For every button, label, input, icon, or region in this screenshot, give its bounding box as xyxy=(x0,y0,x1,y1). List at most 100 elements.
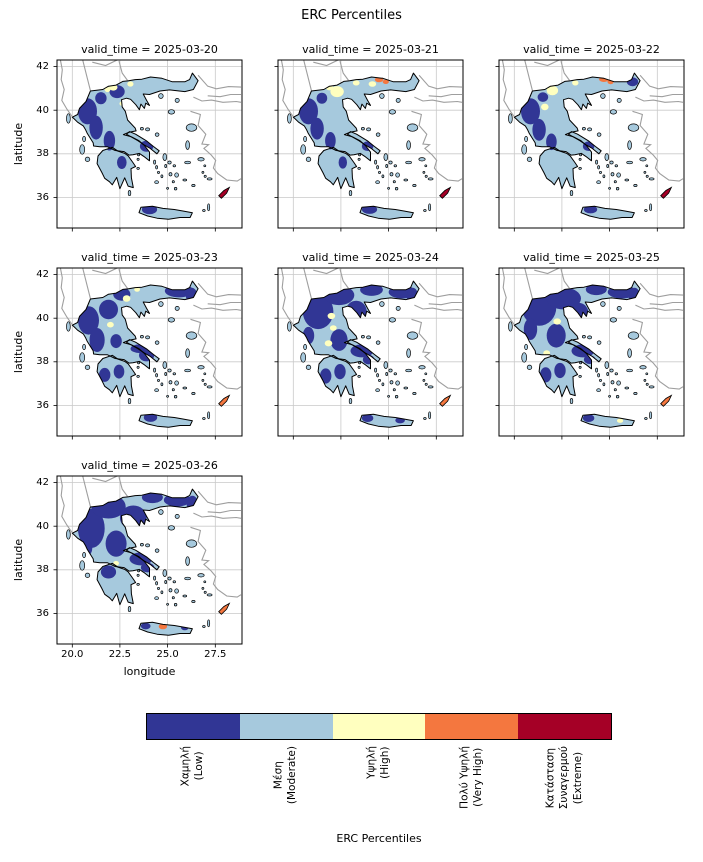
panel-title: valid_time = 2025-03-25 xyxy=(523,251,660,264)
panel-title: valid_time = 2025-03-21 xyxy=(302,43,439,56)
figure-title: ERC Percentiles xyxy=(301,8,402,23)
panel-frame xyxy=(277,267,464,437)
axis-ticks xyxy=(274,274,437,440)
colorbar-label-line: Κατάσταση xyxy=(544,747,557,808)
coastline xyxy=(71,280,199,428)
axis-ticks xyxy=(53,66,216,232)
colorbar-label-line: Συναγερμού xyxy=(558,746,571,810)
map-panel-2025-03-24: valid_time = 2025-03-24 xyxy=(274,251,464,440)
colorbar-label-line: (Very High) xyxy=(472,747,485,807)
colorbar-segment-high xyxy=(332,714,426,739)
y-tick-label: 38 xyxy=(36,148,49,160)
rhodes-island xyxy=(660,394,673,407)
panel-frame xyxy=(277,59,464,229)
colorbar-label-low: Χαμηλή (Low) xyxy=(179,746,206,786)
map-panel-2025-03-25: valid_time = 2025-03-25 xyxy=(495,251,685,440)
panel-frame xyxy=(498,59,685,229)
grid-lines xyxy=(499,268,684,436)
map-panel-2025-03-22: valid_time = 2025-03-22 xyxy=(495,43,685,232)
colorbar-label-line: Χαμηλή xyxy=(178,746,191,787)
ylabel: latitude xyxy=(12,538,25,582)
axis-ticks xyxy=(495,66,658,232)
colorbar-label-line: Υψηλή xyxy=(365,746,378,779)
neighbor-coastlines xyxy=(59,268,242,390)
map-svg xyxy=(274,267,464,440)
panel-frame xyxy=(56,267,243,437)
islands xyxy=(508,301,655,420)
y-tick-label: 36 xyxy=(36,608,49,619)
neighbor-coastlines xyxy=(59,60,242,182)
colorbar-label-extreme: Κατάσταση Συναγερμού (Extreme) xyxy=(545,746,586,809)
y-tick-label: 42 xyxy=(36,61,49,72)
colorbar xyxy=(146,713,612,740)
rhodes-island xyxy=(218,186,231,199)
islands xyxy=(66,509,213,628)
panel-title: valid_time = 2025-03-23 xyxy=(81,251,218,264)
y-tick-label: 40 xyxy=(36,104,49,116)
coastline xyxy=(513,280,641,428)
coastline xyxy=(292,280,420,428)
ylabel: latitude xyxy=(12,330,25,374)
axis-ticks xyxy=(495,274,658,440)
map-svg xyxy=(495,59,685,232)
y-tick-label: 40 xyxy=(36,520,49,532)
rhodes-island xyxy=(218,394,231,407)
map-svg xyxy=(53,267,243,440)
x-tick-label: 27.5 xyxy=(204,649,227,660)
coastline xyxy=(71,72,199,220)
rhodes-island xyxy=(218,602,231,615)
panel-frame xyxy=(498,267,685,437)
map-svg xyxy=(53,475,243,648)
colorbar-label-line: (High) xyxy=(379,746,391,779)
map-svg xyxy=(274,59,464,232)
islands xyxy=(287,93,434,212)
panel-title: valid_time = 2025-03-24 xyxy=(302,251,439,264)
y-tick-label: 40 xyxy=(36,312,49,324)
colorbar-label-line: (Moderate) xyxy=(285,746,298,805)
colorbar-title: ERC Percentiles xyxy=(336,832,422,845)
y-tick-label: 36 xyxy=(36,400,49,411)
colorbar-label-high: Υψηλή (High) xyxy=(365,746,392,779)
coastline xyxy=(513,72,641,220)
axis-ticks xyxy=(274,66,437,232)
colorbar-segment-extreme xyxy=(518,714,611,739)
coastline xyxy=(292,72,420,220)
panel-frame xyxy=(56,59,243,229)
y-tick-label: 42 xyxy=(36,477,49,488)
map-panel-2025-03-26: valid_time = 2025-03-26 xyxy=(53,459,243,648)
islands xyxy=(508,93,655,212)
ylabel: latitude xyxy=(12,122,25,166)
coastline xyxy=(71,488,199,636)
neighbor-coastlines xyxy=(280,60,463,182)
x-tick-label: 25.0 xyxy=(156,649,179,660)
map-svg xyxy=(53,59,243,232)
rhodes-island xyxy=(660,186,673,199)
map-panel-2025-03-21: valid_time = 2025-03-21 xyxy=(274,43,464,232)
axis-ticks xyxy=(53,274,216,440)
y-tick-label: 38 xyxy=(36,356,49,368)
colorbar-segment-moderate xyxy=(239,714,333,739)
rhodes-island xyxy=(439,394,452,407)
islands xyxy=(66,93,213,212)
data-patches xyxy=(521,76,639,214)
xlabel: longitude xyxy=(123,665,176,678)
y-tick-label: 36 xyxy=(36,192,49,203)
colorbar-label-line: (Low) xyxy=(192,751,205,781)
colorbar-label-line: Πολύ Υψηλή xyxy=(458,746,471,809)
x-tick-label: 22.5 xyxy=(108,649,132,660)
neighbor-coastlines xyxy=(280,268,463,390)
neighbor-coastlines xyxy=(59,476,242,598)
x-tick-label: 20.0 xyxy=(61,649,84,660)
colorbar-label-moderate: Μέση (Moderate) xyxy=(272,746,299,804)
rhodes-island xyxy=(439,186,452,199)
panel-title: valid_time = 2025-03-22 xyxy=(523,43,660,56)
panel-title: valid_time = 2025-03-26 xyxy=(81,459,218,472)
colorbar-segment-very_high xyxy=(425,714,519,739)
panel-title: valid_time = 2025-03-20 xyxy=(81,43,218,56)
neighbor-coastlines xyxy=(501,60,684,182)
neighbor-coastlines xyxy=(501,268,684,390)
map-panel-2025-03-23: valid_time = 2025-03-23 xyxy=(53,251,243,440)
axis-ticks xyxy=(53,482,216,648)
